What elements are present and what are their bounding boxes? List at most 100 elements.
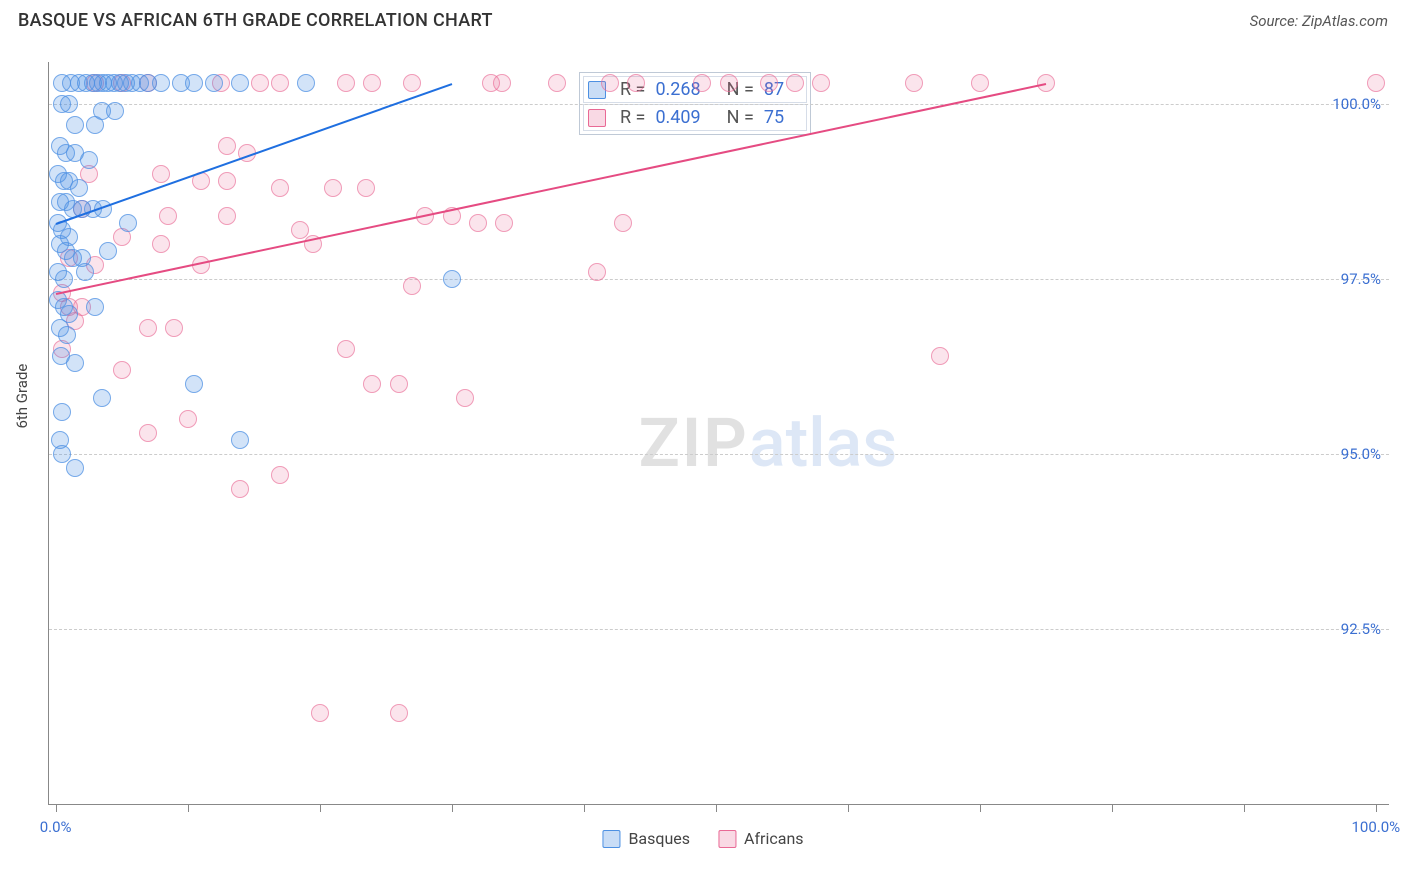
data-point bbox=[363, 375, 381, 393]
data-point bbox=[812, 74, 830, 92]
data-point bbox=[152, 165, 170, 183]
data-point bbox=[588, 263, 606, 281]
data-point bbox=[76, 263, 94, 281]
stat-r-label: R = bbox=[620, 107, 645, 128]
data-point bbox=[152, 235, 170, 253]
y-axis-label: 6th Grade bbox=[13, 364, 31, 429]
legend-label-basques: Basques bbox=[628, 829, 690, 848]
data-point bbox=[66, 459, 84, 477]
y-tick-label: 100.0% bbox=[1332, 95, 1381, 113]
x-tick bbox=[848, 804, 849, 812]
data-point bbox=[159, 207, 177, 225]
data-point bbox=[720, 74, 738, 92]
gridline bbox=[49, 629, 1389, 630]
data-point bbox=[905, 74, 923, 92]
legend: Basques Africans bbox=[602, 829, 803, 848]
stat-r-pink: 0.409 bbox=[655, 107, 700, 128]
data-point bbox=[601, 74, 619, 92]
data-point bbox=[760, 74, 778, 92]
x-tick bbox=[716, 804, 717, 812]
data-point bbox=[1367, 74, 1385, 92]
data-point bbox=[627, 74, 645, 92]
chart-title: BASQUE VS AFRICAN 6TH GRADE CORRELATION … bbox=[18, 10, 493, 31]
x-tick bbox=[1244, 804, 1245, 812]
data-point bbox=[218, 172, 236, 190]
data-point bbox=[456, 389, 474, 407]
gridline bbox=[49, 454, 1389, 455]
x-tick-label: 100.0% bbox=[1351, 818, 1400, 836]
data-point bbox=[469, 214, 487, 232]
chart-container: 6th Grade ZIPatlas R = 0.268 N = 87 R = … bbox=[0, 52, 1406, 852]
y-tick-label: 97.5% bbox=[1341, 270, 1381, 288]
watermark: ZIPatlas bbox=[639, 403, 898, 483]
x-tick bbox=[452, 804, 453, 812]
data-point bbox=[495, 214, 513, 232]
data-point bbox=[58, 326, 76, 344]
legend-label-africans: Africans bbox=[744, 829, 803, 848]
data-point bbox=[152, 74, 170, 92]
plot-area: ZIPatlas R = 0.268 N = 87 R = 0.409 N = … bbox=[48, 62, 1389, 805]
data-point bbox=[337, 340, 355, 358]
data-point bbox=[218, 207, 236, 225]
data-point bbox=[113, 361, 131, 379]
data-point bbox=[66, 354, 84, 372]
data-point bbox=[493, 74, 511, 92]
x-tick bbox=[56, 804, 57, 812]
data-point bbox=[390, 704, 408, 722]
stat-n-pink: 75 bbox=[764, 107, 784, 128]
stat-n-label: N = bbox=[727, 107, 754, 128]
data-point bbox=[271, 74, 289, 92]
x-tick-label: 0.0% bbox=[40, 818, 72, 836]
watermark-zip: ZIP bbox=[639, 403, 749, 483]
data-point bbox=[403, 277, 421, 295]
data-point bbox=[614, 214, 632, 232]
data-point bbox=[218, 137, 236, 155]
data-point bbox=[53, 403, 71, 421]
x-tick bbox=[1376, 804, 1377, 812]
watermark-atlas: atlas bbox=[749, 403, 897, 483]
data-point bbox=[66, 116, 84, 134]
data-point bbox=[60, 95, 78, 113]
data-point bbox=[971, 74, 989, 92]
data-point bbox=[179, 410, 197, 428]
x-tick bbox=[1112, 804, 1113, 812]
data-point bbox=[86, 298, 104, 316]
data-point bbox=[337, 74, 355, 92]
legend-item-basques: Basques bbox=[602, 829, 690, 848]
swatch-pink-icon bbox=[588, 109, 606, 127]
data-point bbox=[297, 74, 315, 92]
data-point bbox=[185, 375, 203, 393]
legend-item-africans: Africans bbox=[718, 829, 803, 848]
data-point bbox=[443, 270, 461, 288]
x-tick bbox=[584, 804, 585, 812]
data-point bbox=[165, 319, 183, 337]
data-point bbox=[205, 74, 223, 92]
data-point bbox=[80, 151, 98, 169]
data-point bbox=[271, 179, 289, 197]
data-point bbox=[139, 424, 157, 442]
y-tick-label: 95.0% bbox=[1341, 445, 1381, 463]
data-point bbox=[55, 270, 73, 288]
data-point bbox=[139, 319, 157, 337]
y-tick-label: 92.5% bbox=[1341, 620, 1381, 638]
data-point bbox=[231, 480, 249, 498]
data-point bbox=[363, 74, 381, 92]
swatch-pink-icon bbox=[718, 830, 736, 848]
data-point bbox=[324, 179, 342, 197]
data-point bbox=[86, 116, 104, 134]
data-point bbox=[106, 102, 124, 120]
data-point bbox=[931, 347, 949, 365]
data-point bbox=[271, 466, 289, 484]
gridline bbox=[49, 104, 1389, 105]
data-point bbox=[231, 74, 249, 92]
data-point bbox=[231, 431, 249, 449]
gridline bbox=[49, 279, 1389, 280]
swatch-blue-icon bbox=[602, 830, 620, 848]
source-label: Source: ZipAtlas.com bbox=[1250, 12, 1388, 30]
data-point bbox=[693, 74, 711, 92]
data-point bbox=[185, 74, 203, 92]
x-tick bbox=[320, 804, 321, 812]
stats-row-pink: R = 0.409 N = 75 bbox=[583, 104, 807, 131]
data-point bbox=[357, 179, 375, 197]
data-point bbox=[70, 179, 88, 197]
